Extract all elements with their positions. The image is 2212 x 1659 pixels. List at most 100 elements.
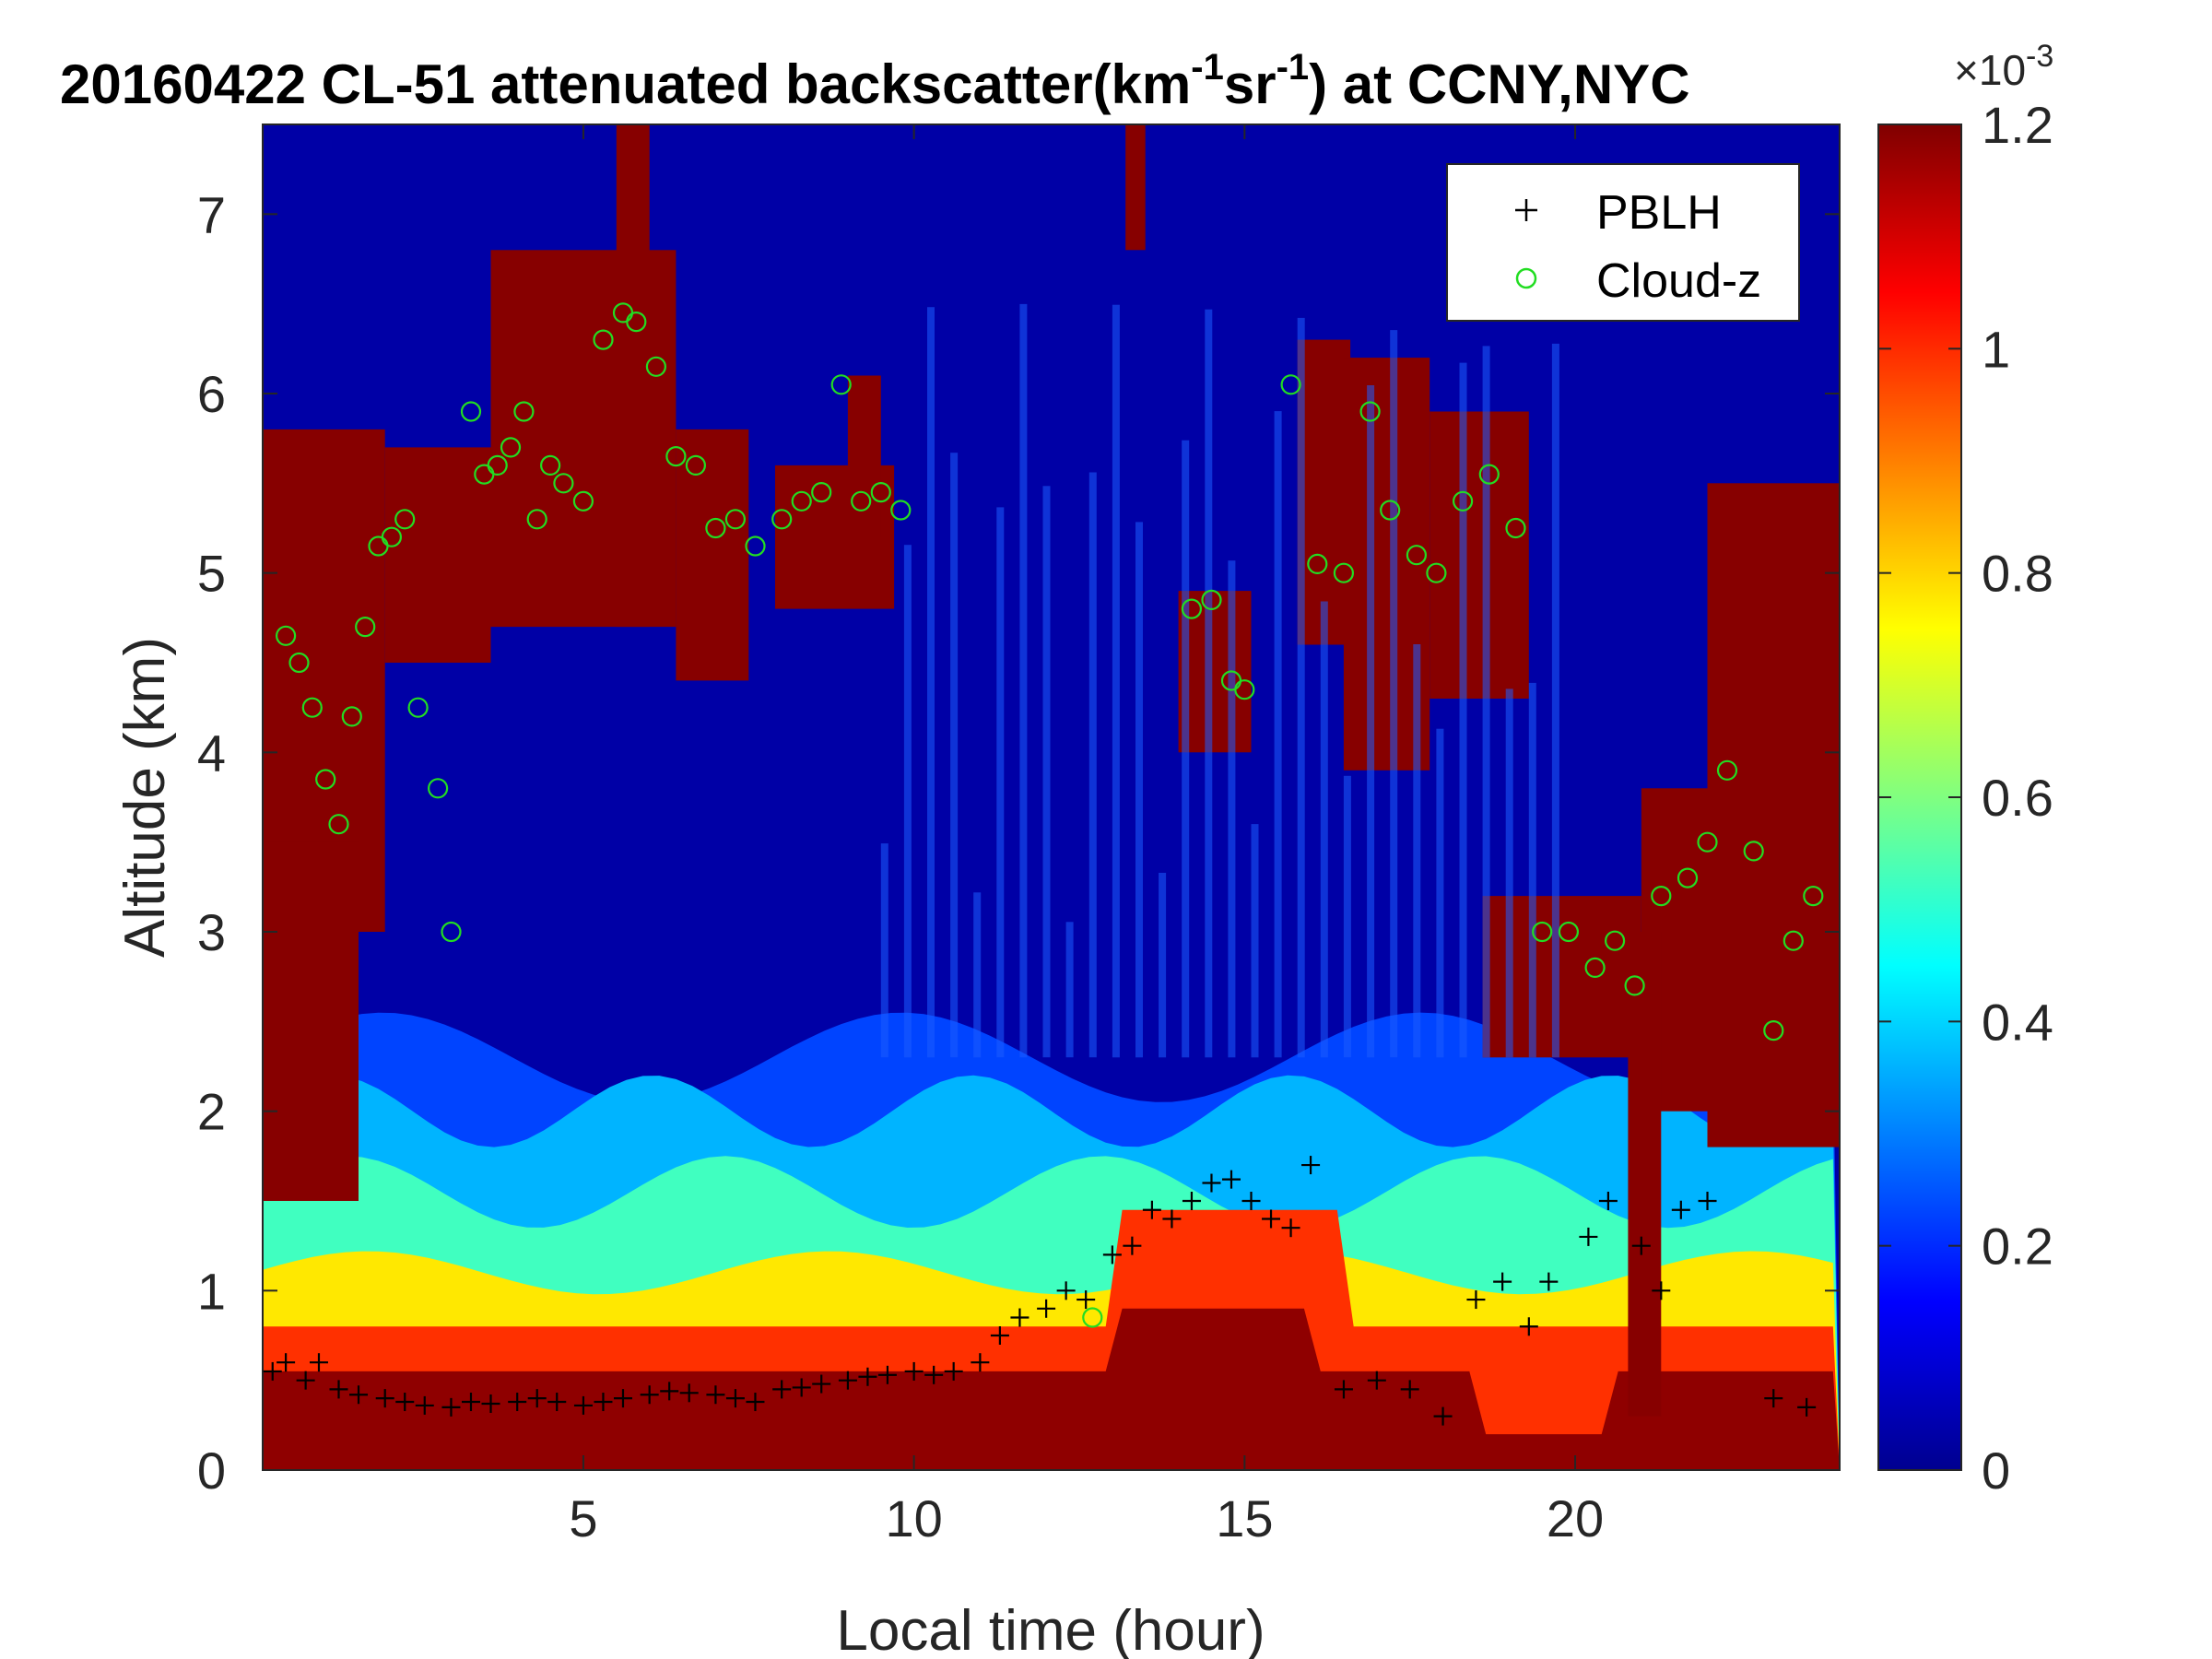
pblh-point [1281, 1218, 1300, 1238]
backscatter-streak [1367, 385, 1375, 1058]
cloud-z-point [394, 509, 416, 530]
colorbar-tick-label: 0.4 [1982, 993, 2053, 1051]
chart-title: 20160422 CL-51 attenuated backscatter(km… [60, 47, 1690, 115]
cloud-z-point [513, 401, 535, 422]
pblh-point [375, 1389, 394, 1408]
backscatter-streak [1112, 304, 1120, 1058]
y-tick-label: 1 [197, 1262, 226, 1320]
pblh-point [1142, 1200, 1161, 1219]
pblh-point [944, 1361, 963, 1381]
backscatter-streak [1065, 922, 1074, 1058]
cloud-z-point [1426, 562, 1447, 583]
cloud-z-point [428, 778, 449, 799]
pblh-point [1466, 1290, 1486, 1310]
colorbar-exponent: ×10-3 [1954, 39, 2053, 94]
pblh-point [309, 1353, 328, 1372]
cloud-z-point [1307, 553, 1328, 575]
pblh-point [877, 1365, 897, 1384]
backscatter-streak [1505, 688, 1513, 1058]
cloud-z-point [441, 921, 462, 943]
pblh-point [527, 1389, 547, 1408]
y-axis-label: Altitude (km) [113, 637, 177, 958]
title-suffix: ) at CCNY,NYC [1309, 53, 1689, 115]
pblh-point [508, 1393, 527, 1412]
cloud-z-point [1604, 930, 1626, 951]
pblh-point [1162, 1209, 1182, 1229]
cloud-z-point [1234, 679, 1255, 700]
cloud-z-point [1478, 464, 1500, 485]
pblh-point [1241, 1192, 1261, 1210]
pblh-point [1797, 1397, 1817, 1417]
pblh-point [296, 1371, 315, 1390]
cloud-z-point [526, 509, 547, 530]
cloud-z-point [1359, 401, 1381, 422]
cloud-layer-block [1707, 483, 1840, 1147]
backscatter-streak [1320, 601, 1328, 1058]
colorbar-exponent-power: -3 [2026, 39, 2053, 74]
cloud-z-point [830, 374, 852, 395]
legend: PBLH Cloud-z [1446, 163, 1800, 322]
pblh-point [812, 1374, 831, 1394]
cloud-z-point [1380, 500, 1401, 521]
cloud-z-point [301, 697, 323, 718]
backscatter-streak [1042, 486, 1051, 1058]
legend-pblh-marker [1515, 199, 1537, 221]
backscatter-streak [1390, 330, 1398, 1058]
pblh-point [772, 1380, 792, 1399]
cloud-z-point [1505, 517, 1526, 539]
colorbar-tick-label: 1 [1982, 320, 2010, 378]
pblh-point [679, 1383, 699, 1403]
pblh-point [1010, 1308, 1030, 1327]
pblh-point [924, 1365, 944, 1384]
cloud-z-point [645, 356, 667, 377]
colorbar-tick-label: 1.2 [1982, 96, 2053, 154]
cloud-z-point [890, 500, 912, 521]
pblh-point [725, 1389, 745, 1408]
pblh-point [706, 1385, 725, 1405]
pblh-point [1056, 1281, 1076, 1300]
backscatter-streak [1088, 472, 1097, 1058]
colorbar-tick-label: 0.8 [1982, 545, 2053, 603]
cloud-layer-block [616, 124, 650, 628]
pblh-point [1698, 1192, 1717, 1210]
pblh-point [838, 1371, 857, 1390]
pblh-point [858, 1367, 877, 1386]
cloud-z-point [553, 473, 574, 494]
cloud-z-point [1624, 975, 1645, 996]
backscatter-streak [1251, 824, 1259, 1058]
backscatter-streak [1019, 303, 1028, 1058]
cloud-z-point [626, 312, 647, 333]
pblh-series [263, 1156, 1817, 1426]
backscatter-streak [1343, 775, 1351, 1058]
cloud-z-point [724, 509, 747, 530]
cloud-z-point [1783, 930, 1804, 951]
title-exponent-1: -1 [1191, 47, 1224, 88]
backscatter-streak [973, 892, 982, 1058]
backscatter-streak [927, 307, 935, 1058]
cloud-layer-block [847, 375, 881, 537]
pblh-point [461, 1393, 480, 1412]
pblh-point [1631, 1236, 1651, 1255]
cloud-z-point [870, 481, 891, 503]
cloud-z-point [1406, 545, 1428, 566]
backscatter-streak [880, 843, 888, 1058]
pblh-point [1221, 1170, 1241, 1189]
cloud-z-point [1716, 759, 1738, 781]
x-axis-label: Local time (hour) [836, 1599, 1265, 1659]
cloud-z-point [1181, 598, 1203, 619]
cloud-z-point [1333, 562, 1355, 583]
colorbar-ticks: 0 0.2 0.4 0.6 0.8 1 1.2 [1878, 96, 2053, 1500]
cloud-z-point [460, 401, 482, 422]
pblh-point [1202, 1173, 1221, 1193]
cloud-z-point [381, 526, 402, 547]
cloud-z-point [1280, 374, 1301, 395]
cloud-z-series [276, 302, 1824, 1328]
colorbar-tick-label: 0.6 [1982, 769, 2053, 827]
cloud-layer-block [1430, 411, 1529, 699]
pblh-point [573, 1395, 593, 1415]
cloud-z-point [851, 490, 872, 512]
cloud-z-point [355, 616, 376, 638]
cloud-layer-block [1125, 124, 1146, 251]
y-tick-label: 4 [197, 724, 226, 782]
backscatter-streak [1459, 362, 1467, 1058]
